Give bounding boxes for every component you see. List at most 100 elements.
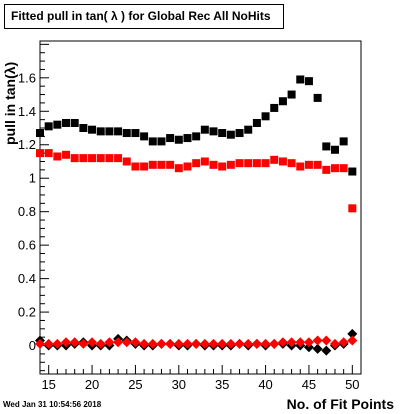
data-point-diamond	[303, 337, 314, 348]
data-point-square	[252, 159, 261, 168]
data-point-diamond	[121, 337, 132, 348]
data-point-diamond	[147, 338, 158, 349]
axis-tick-labels: 15 20 25 30 35 40 45 50 0 0.2 0.4 0.6 0.8 1 1.2 1.4 1.6	[18, 70, 360, 392]
data-point-diamond	[295, 337, 306, 348]
data-point-square	[122, 157, 131, 166]
data-point-square	[235, 159, 244, 168]
data-point-square	[296, 162, 305, 171]
data-point-square	[131, 129, 140, 138]
data-point-diamond	[208, 338, 219, 349]
data-point-square	[114, 154, 123, 163]
data-point-square	[70, 154, 79, 163]
data-point-square	[226, 130, 235, 139]
data-point-diamond	[251, 338, 262, 349]
data-point-square	[348, 167, 357, 176]
data-point-square	[62, 118, 71, 127]
data-point-square	[270, 155, 279, 164]
x-tick-label: 35	[215, 377, 229, 392]
x-tick-label: 40	[258, 377, 272, 392]
data-point-square	[278, 157, 287, 166]
data-point-square	[278, 97, 287, 106]
data-point-diamond	[104, 337, 115, 348]
data-point-square	[218, 129, 227, 138]
data-point-square	[88, 125, 97, 134]
data-point-square	[192, 132, 201, 141]
data-point-diamond	[312, 335, 323, 346]
data-point-square	[304, 160, 313, 169]
data-point-diamond	[69, 337, 80, 348]
data-point-square	[287, 90, 296, 99]
data-point-square	[36, 149, 44, 158]
data-point-diamond	[113, 337, 124, 348]
data-point-diamond	[156, 338, 167, 349]
data-point-square	[114, 127, 123, 136]
data-point-square	[261, 112, 270, 121]
data-point-square	[79, 124, 88, 133]
data-point-square	[96, 127, 105, 136]
data-point-diamond	[43, 338, 54, 349]
y-tick-label: 0.2	[18, 305, 36, 320]
data-point-square	[244, 125, 253, 134]
y-tick-label: 1	[29, 171, 36, 186]
data-point-diamond	[321, 335, 332, 346]
data-point-square	[131, 162, 140, 171]
data-point-square	[200, 157, 209, 166]
x-tick-label: 45	[302, 377, 316, 392]
y-tick-label: 1.6	[18, 70, 36, 85]
timestamp: Wed Jan 31 10:54:56 2018	[3, 400, 102, 409]
data-point-diamond	[225, 338, 236, 349]
data-point-square	[261, 159, 270, 168]
y-tick-label: 0.6	[18, 238, 36, 253]
data-point-square	[96, 154, 105, 163]
data-point-square	[183, 134, 192, 143]
data-point-square	[235, 129, 244, 138]
data-point-square	[44, 122, 53, 131]
data-marks	[35, 75, 358, 356]
data-point-square	[79, 154, 88, 163]
data-point-square	[322, 165, 331, 174]
data-point-diamond	[286, 337, 297, 348]
data-point-square	[244, 159, 253, 168]
x-tick-label: 30	[172, 377, 186, 392]
data-point-square	[183, 162, 192, 171]
data-point-square	[330, 164, 339, 173]
data-point-square	[322, 142, 331, 151]
data-point-square	[192, 159, 201, 168]
y-axis-label: pull in tan(λ)	[2, 61, 18, 145]
data-point-diamond	[61, 337, 72, 348]
data-point-diamond	[35, 338, 45, 349]
data-point-diamond	[243, 338, 254, 349]
data-point-square	[44, 149, 53, 158]
data-point-square	[122, 129, 131, 138]
data-point-square	[157, 137, 166, 146]
y-tick-label: 1.4	[18, 104, 36, 119]
data-point-diamond	[312, 343, 323, 354]
data-point-square	[313, 93, 322, 102]
data-point-square	[148, 137, 157, 146]
data-point-diamond	[199, 338, 210, 349]
data-point-square	[209, 160, 218, 169]
data-point-diamond	[347, 328, 358, 339]
data-point-diamond	[321, 345, 332, 356]
data-point-square	[166, 134, 175, 143]
y-tick-label: 1.2	[18, 137, 36, 152]
data-point-square	[166, 160, 175, 169]
data-point-diamond	[260, 338, 271, 349]
chart-title: Fitted pull in tan( λ ) for Global Rec A…	[4, 4, 284, 29]
data-point-diamond	[347, 335, 358, 346]
data-point-square	[218, 162, 227, 171]
data-point-square	[36, 129, 44, 138]
data-point-diamond	[87, 337, 98, 348]
axis-ticks	[39, 43, 362, 374]
data-point-diamond	[234, 338, 245, 349]
x-tick-label: 15	[41, 377, 55, 392]
data-point-square	[348, 204, 357, 213]
data-point-diamond	[303, 342, 314, 353]
data-point-diamond	[95, 338, 106, 349]
data-point-diamond	[182, 338, 193, 349]
data-point-square	[226, 160, 235, 169]
data-point-square	[105, 127, 114, 136]
data-point-square	[339, 164, 348, 173]
data-point-square	[270, 103, 279, 112]
